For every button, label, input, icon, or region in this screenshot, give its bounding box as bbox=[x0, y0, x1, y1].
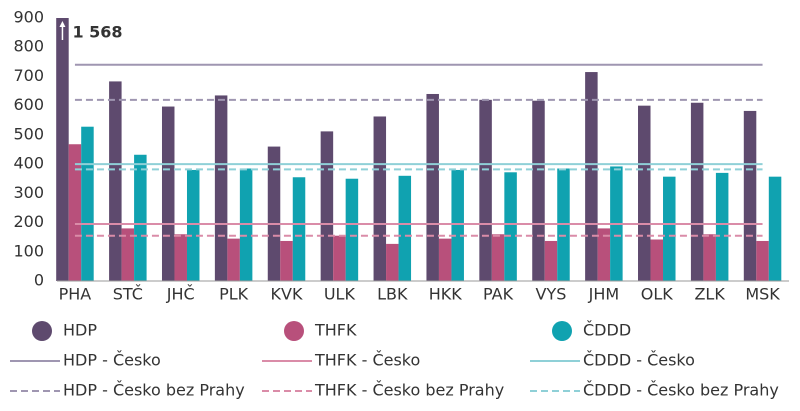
bar bbox=[532, 100, 545, 282]
bar bbox=[345, 178, 359, 281]
bar bbox=[690, 102, 704, 281]
x-tick-label: JHČ bbox=[166, 285, 195, 304]
x-tick-label: LBK bbox=[377, 285, 408, 304]
legend-label: HDP - Česko bbox=[63, 351, 161, 370]
y-tick-label: 800 bbox=[13, 37, 44, 56]
legend-label: HDP bbox=[63, 321, 97, 340]
legend-label: THFK - Česko bez Prahy bbox=[314, 381, 504, 400]
legend-label: THFK bbox=[314, 321, 357, 340]
legend-label: HDP - Česko bez Prahy bbox=[63, 381, 245, 400]
y-tick-label: 300 bbox=[13, 183, 44, 202]
bar bbox=[756, 240, 769, 281]
y-tick-label: 600 bbox=[13, 95, 44, 114]
plot: 0 100 200 300 400 500 600 700 800 900 1 568 PHA STČ J… bbox=[13, 8, 789, 304]
y-tick-label: 700 bbox=[13, 66, 44, 85]
bar bbox=[743, 110, 757, 281]
overflow-arrow-head bbox=[59, 21, 66, 27]
legend-label: ČDDD bbox=[583, 321, 631, 340]
bar bbox=[768, 176, 782, 281]
x-tick-label: KVK bbox=[271, 285, 303, 304]
bar bbox=[638, 105, 651, 282]
value-label: 1 568 bbox=[72, 23, 122, 42]
x-tick-label: VYS bbox=[536, 285, 567, 304]
x-tick-label: MSK bbox=[745, 285, 780, 304]
x-tick-label: ULK bbox=[324, 285, 356, 304]
bar bbox=[174, 234, 187, 281]
x-tick-label: PLK bbox=[219, 285, 249, 304]
bar bbox=[650, 239, 664, 281]
bar bbox=[121, 228, 135, 281]
bar bbox=[373, 116, 387, 282]
y-tick-label: 400 bbox=[13, 154, 44, 173]
bar bbox=[479, 99, 492, 281]
x-tick-label: STČ bbox=[113, 285, 143, 304]
x-tick-label: PAK bbox=[483, 285, 514, 304]
legend-label: ČDDD - Česko bbox=[583, 351, 695, 370]
bar bbox=[81, 126, 94, 281]
bar bbox=[703, 234, 716, 281]
bar bbox=[398, 175, 412, 281]
legend-marker bbox=[32, 321, 52, 341]
bar bbox=[214, 95, 228, 281]
y-tick-label: 200 bbox=[13, 212, 44, 231]
legend-marker bbox=[552, 321, 572, 341]
y-tick-label: 100 bbox=[13, 241, 44, 260]
bar bbox=[227, 238, 240, 281]
x-tick-label: ZLK bbox=[694, 285, 725, 304]
bar bbox=[267, 146, 281, 281]
bar bbox=[68, 144, 82, 281]
bar bbox=[186, 169, 200, 281]
bar bbox=[491, 234, 505, 281]
bar bbox=[161, 106, 175, 281]
legend: HDP THFK ČDDD HDP - Česko THFK - Česko ČDDD -… bbox=[10, 321, 779, 400]
y-tick-label: 0 bbox=[34, 271, 44, 290]
legend-label: ČDDD - Česko bez Prahy bbox=[583, 381, 779, 400]
bar bbox=[426, 93, 439, 281]
x-tick-label: OLK bbox=[641, 285, 674, 304]
bar bbox=[333, 235, 346, 281]
bar bbox=[292, 177, 306, 281]
bar bbox=[451, 169, 464, 281]
x-tick-label: JHM bbox=[588, 285, 620, 304]
bar bbox=[715, 172, 729, 281]
y-tick-label: 900 bbox=[13, 8, 44, 27]
bar bbox=[663, 176, 676, 281]
bar bbox=[504, 172, 517, 281]
x-tick-label: PHA bbox=[59, 285, 92, 304]
bar bbox=[56, 18, 69, 281]
bar bbox=[585, 72, 598, 281]
bar bbox=[320, 131, 334, 281]
bar bbox=[109, 81, 122, 281]
bar bbox=[280, 240, 293, 281]
bar bbox=[544, 240, 558, 281]
bar bbox=[134, 154, 147, 281]
legend-marker bbox=[284, 321, 304, 341]
bar bbox=[438, 238, 452, 281]
bar bbox=[597, 228, 611, 281]
bar bbox=[386, 243, 399, 281]
legend-label: THFK - Česko bbox=[314, 351, 420, 370]
y-tick-label: 500 bbox=[13, 124, 44, 143]
x-tick-label: HKK bbox=[429, 285, 463, 304]
